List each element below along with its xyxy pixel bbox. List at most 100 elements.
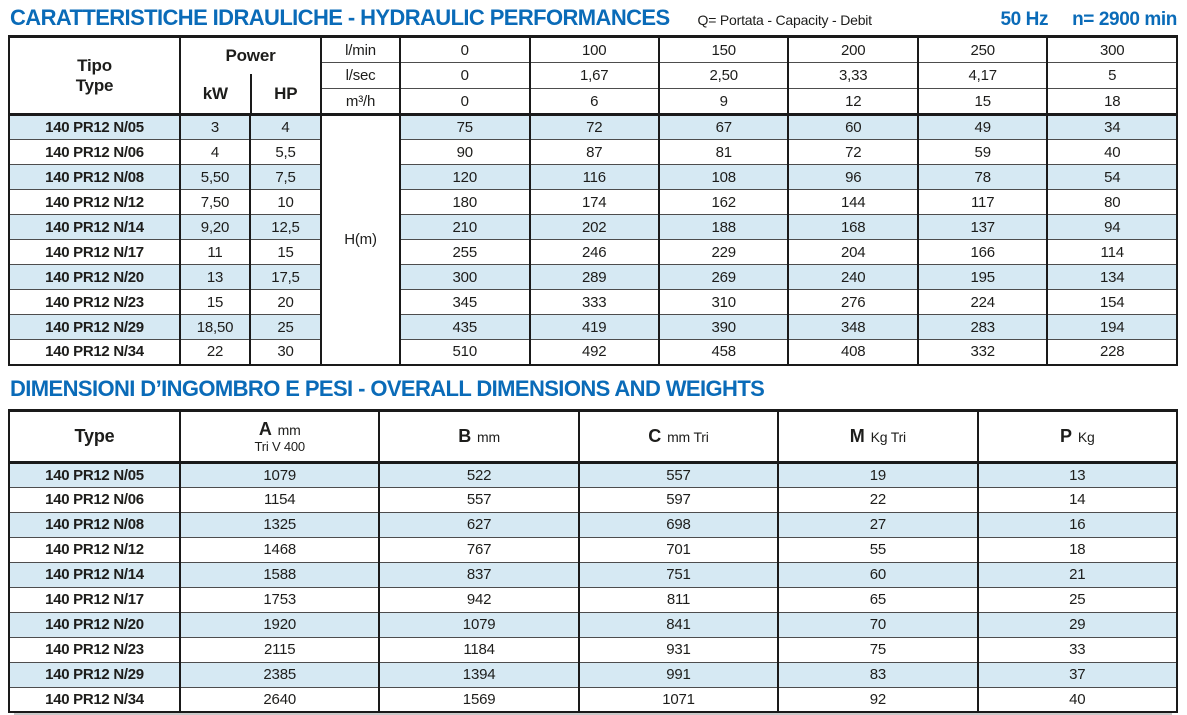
pump-type-cell: 140 PR12 N/17 [8,586,181,613]
dim-letter: P [1060,425,1072,446]
rotation-speed-label: n= 2900 min [1072,9,1177,30]
flow-value-cell: 200 [787,36,919,63]
dim-c-cell: 991 [577,661,780,688]
head-value-cell: 81 [657,139,790,165]
head-value-cell: 204 [787,239,919,265]
flow-unit-m3h: m³/h [320,88,402,116]
head-value-cell: 96 [787,164,919,190]
hp-value-cell: 5,5 [248,139,323,165]
head-value-cell: 276 [787,289,919,315]
dim-c-cell: 1071 [577,686,780,713]
dim-b-cell: 837 [378,561,580,588]
flow-value-cell: 300 [1046,36,1178,63]
dimensions-section-title: DIMENSIONI D’INGOMBRO E PESI - OVERALL D… [10,375,765,401]
head-value-cell: 435 [399,314,531,340]
flow-header-row: m³/h 0 6 9 12 15 18 [9,88,1178,116]
weight-m-cell: 83 [777,661,979,688]
pump-type-cell: 140 PR12 N/23 [8,636,181,663]
head-value-cell: 60 [787,114,919,140]
dim-letter: B [458,425,472,446]
pump-type-cell: 140 PR12 N/29 [8,314,181,340]
dim-c-cell: 811 [577,586,780,613]
head-value-cell: 408 [787,339,919,365]
weight-p-cell: 29 [976,611,1179,638]
head-value-cell: 419 [528,314,660,340]
column-header-c: C mm Tri [577,409,780,464]
kw-value-cell: 18,50 [179,314,251,340]
kw-value-cell: 15 [179,289,251,315]
kw-value-cell: 3 [179,114,251,140]
head-value-cell: 114 [1046,239,1178,265]
dim-c-cell: 931 [577,636,780,663]
kw-value-cell: 11 [179,239,251,265]
head-value-cell: 78 [916,164,1049,190]
head-value-cell: 117 [916,189,1049,215]
pump-type-cell: 140 PR12 N/06 [8,139,181,165]
flow-value-cell: 1,67 [528,62,660,89]
dim-c-cell: 557 [577,461,780,488]
hp-value-cell: 17,5 [248,264,323,290]
column-header-b: B mm [378,409,580,464]
pump-type-cell: 140 PR12 N/34 [8,686,181,713]
pump-performance-row: 140 PR12 N/12 7,50 10 180 174 162 144 11… [8,189,1178,215]
head-value-cell: 194 [1046,314,1178,340]
dim-a-cell: 1920 [178,611,381,638]
pump-performance-row: 140 PR12 N/20 13 17,5 300 289 269 240 19… [8,264,1178,290]
head-value-cell: 40 [1046,139,1178,165]
head-value-cell: 144 [787,189,919,215]
flow-header-row: Tipo Type Power kW HP l/min 0 100 150 [8,36,1178,116]
dimensions-header-row: Type A mm Tri V 400 B mm [8,409,1179,464]
flow-value-cell: 2,50 [657,62,790,89]
dim-b-cell: 627 [378,511,580,538]
kw-value-cell: 9,20 [179,214,251,240]
head-value-cell: 80 [1046,189,1178,215]
kw-value-cell: 7,50 [179,189,251,215]
head-value-cell: 390 [657,314,790,340]
pump-type-cell: 140 PR12 N/12 [8,536,181,563]
dim-a-cell: 1079 [178,461,381,488]
head-value-cell: 87 [528,139,660,165]
pump-type-cell: 140 PR12 N/17 [8,239,181,265]
dim-a-cell: 1468 [178,536,381,563]
head-value-cell: 510 [399,339,531,365]
head-value-cell: 116 [528,164,660,190]
dim-a-cell: 2385 [178,661,381,688]
head-value-cell: 90 [399,139,531,165]
weight-p-cell: 37 [976,661,1179,688]
flow-legend: Q= Portata - Capacity - Debit [697,12,873,28]
hp-value-cell: 7,5 [248,164,323,190]
pump-dimension-row: 140 PR12 N/20 1920 1079 841 70 29 [8,611,1179,638]
head-value-cell: 228 [1046,339,1178,365]
pump-dimension-row: 140 PR12 N/12 1468 767 701 55 18 [8,536,1179,563]
pump-type-cell: 140 PR12 N/20 [8,264,181,290]
head-value-cell: 283 [916,314,1049,340]
head-value-cell: 345 [399,289,531,315]
flow-value-cell: 0 [399,36,531,63]
pump-type-cell: 140 PR12 N/29 [8,661,181,688]
head-value-cell: 310 [657,289,790,315]
type-header-it: Tipo [77,55,112,75]
frequency-label: 50 Hz [1000,9,1049,30]
head-value-cell: 188 [657,214,790,240]
dim-subnote: Tri V 400 [254,438,305,454]
head-value-cell: 168 [787,214,919,240]
weight-m-cell: 27 [777,511,979,538]
hydraulic-performance-table: Tipo Type Power kW HP l/min 0 100 150 [8,35,1178,366]
hydraulic-section-header: CARATTERISTICHE IDRAULICHE - HYDRAULIC P… [8,0,1179,35]
head-value-cell: 333 [528,289,660,315]
dim-a-cell: 1753 [178,586,381,613]
pump-dimension-row: 140 PR12 N/23 2115 1184 931 75 33 [8,636,1179,663]
weight-p-cell: 25 [976,586,1179,613]
head-value-cell: 492 [528,339,660,365]
dim-unit: mm Tri [667,428,709,445]
flow-value-cell: 4,17 [916,62,1049,89]
hp-value-cell: 30 [248,339,323,365]
head-value-cell: 108 [657,164,790,190]
flow-value-cell: 18 [1046,88,1178,116]
dim-c-cell: 698 [577,511,780,538]
dimensions-weights-table: Type A mm Tri V 400 B mm [8,408,1179,713]
flow-value-cell: 6 [528,88,660,116]
head-value-cell: 269 [657,264,790,290]
column-header-power: Power kW HP [178,36,323,116]
